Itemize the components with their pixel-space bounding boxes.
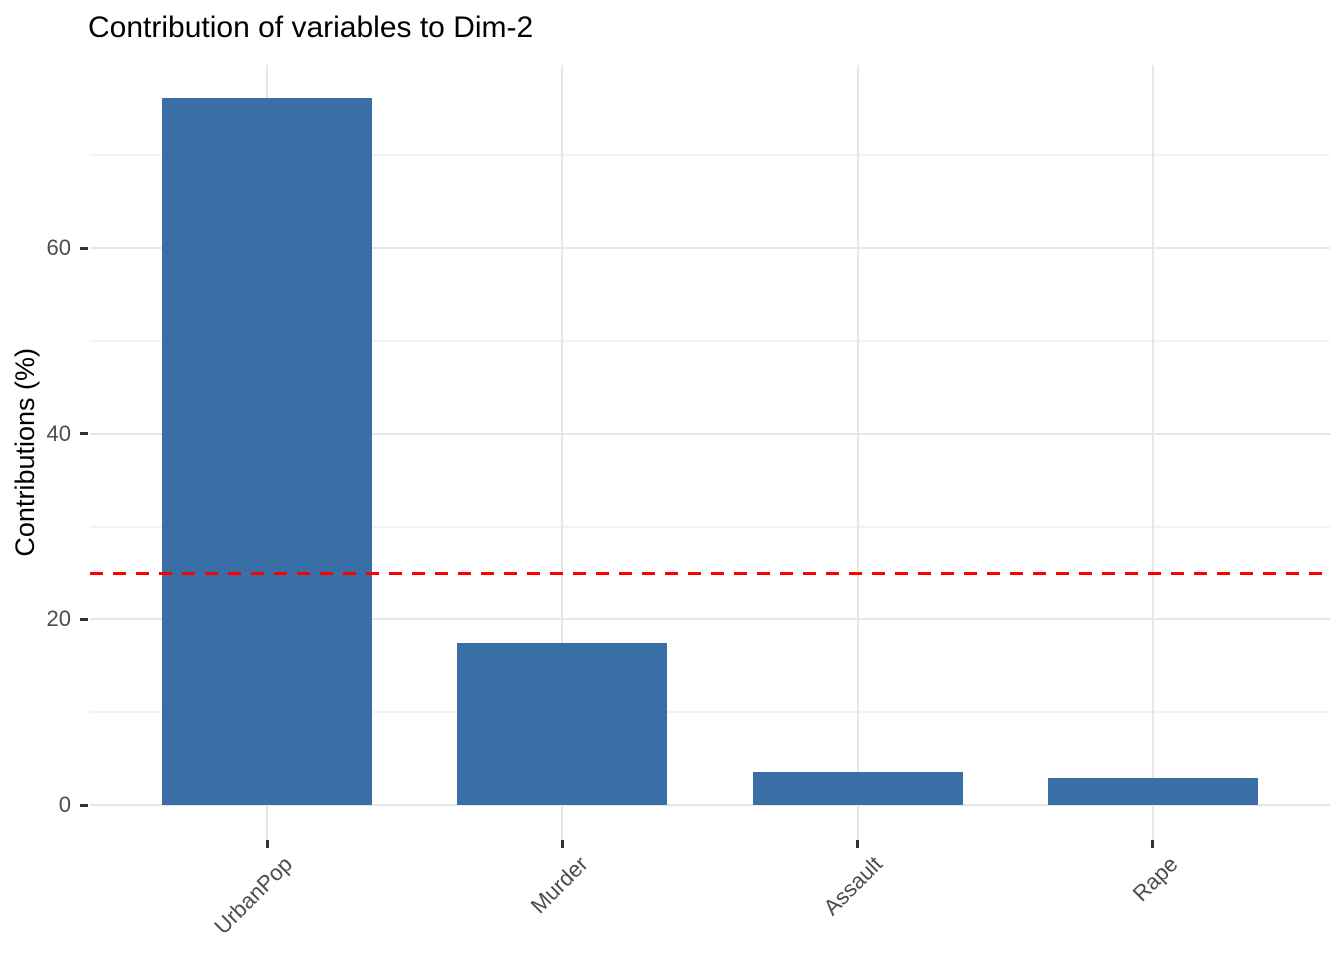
bar-murder [457, 642, 668, 805]
x-tick-mark [265, 840, 269, 848]
y-tick-mark [80, 617, 88, 621]
vertical-gridline-rape [1151, 65, 1154, 840]
major-gridline [90, 804, 1330, 806]
y-tick-label: 60 [46, 235, 71, 261]
x-tick-label-text: Rape [1127, 851, 1183, 907]
y-tick-label: 20 [46, 606, 71, 632]
minor-gridline [90, 340, 1330, 342]
minor-gridline [90, 154, 1330, 157]
bar-urbanpop [162, 97, 373, 805]
y-tick-mark [80, 803, 88, 807]
plot-panel [90, 65, 1330, 840]
y-tick-mark [80, 246, 88, 250]
minor-gridline [90, 711, 1330, 714]
x-tick-label-assault: Assault [571, 851, 888, 920]
major-gridline [90, 247, 1330, 250]
x-tick-mark [856, 840, 860, 848]
x-tick-label-murder: Murder [275, 851, 592, 918]
bar-rape [1047, 778, 1258, 805]
y-tick-label: 40 [46, 420, 71, 446]
y-tick-mark [80, 432, 88, 436]
minor-gridline [90, 525, 1330, 528]
vertical-gridline-assault [856, 65, 859, 840]
chart-title: Contribution of variables to Dim-2 [88, 11, 534, 44]
x-tick-label-urbanpop: UrbanPop [0, 851, 297, 939]
y-axis-title: Contributions (%) [8, 65, 42, 840]
x-tick-label-rape: Rape [866, 851, 1183, 906]
y-axis-title-text: Contributions (%) [9, 348, 40, 557]
bar-assault [752, 771, 963, 805]
x-tick-mark [560, 840, 564, 848]
major-gridline [90, 618, 1330, 621]
major-gridline [90, 432, 1330, 435]
vertical-gridline-murder [561, 65, 564, 840]
reference-line [90, 571, 1330, 575]
y-tick-label: 0 [58, 792, 71, 817]
x-tick-mark [1151, 840, 1155, 848]
